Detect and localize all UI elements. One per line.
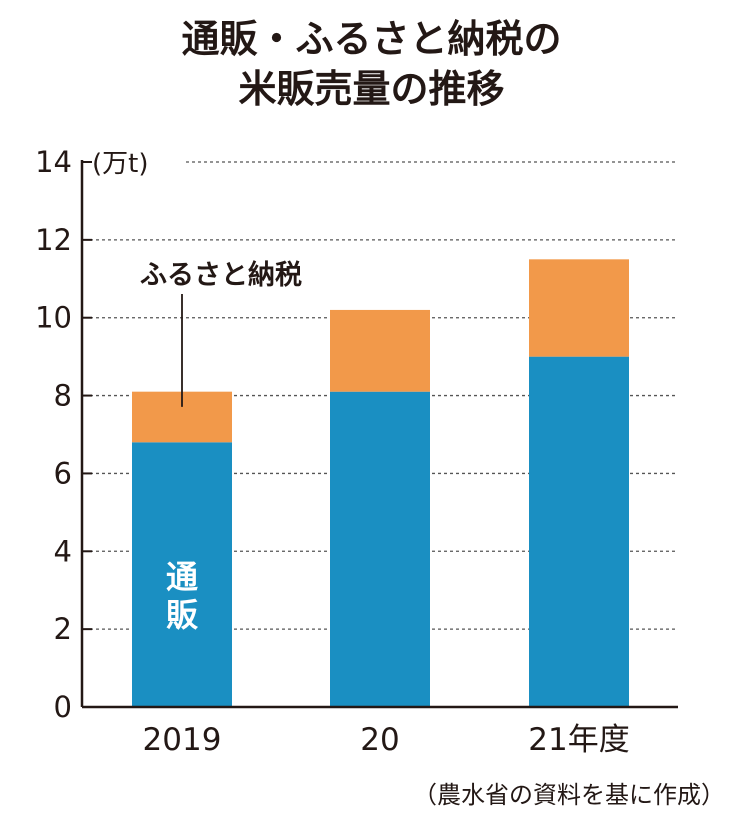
y-tick-label: 6 — [54, 456, 72, 490]
y-tick-label: 8 — [54, 379, 72, 413]
source-note: （農水省の資料を基に作成） — [413, 781, 725, 809]
y-tick-label: 14 — [35, 145, 72, 179]
furusato-annotation: ふるさと納税 — [140, 259, 302, 291]
y-tick-label: 10 — [35, 301, 72, 335]
tsuhan-inbar-label-char: 通 — [166, 558, 198, 596]
y-tick-label: 4 — [54, 534, 72, 568]
chart-title: 通販・ふるさと納税の 米販売量の推移 — [0, 14, 743, 114]
y-tick-label: 0 — [54, 690, 72, 724]
bar-tsuhan-2 — [529, 356, 629, 707]
bar-tsuhan-1 — [330, 391, 430, 707]
bar-tsuhan-0 — [132, 442, 232, 707]
x-category-label: 20 — [360, 722, 399, 758]
bar-furusato-1 — [330, 309, 430, 392]
tsuhan-inbar-label-char: 販 — [166, 596, 199, 634]
bar-furusato-2 — [529, 259, 629, 357]
x-category-label: 21年度 — [528, 722, 629, 758]
y-tick-label: 12 — [35, 223, 72, 257]
y-unit-label: (万t) — [92, 149, 148, 179]
y-tick-label: 2 — [54, 612, 72, 646]
x-category-label: 2019 — [143, 722, 222, 758]
title-line-2: 米販売量の推移 — [238, 67, 505, 111]
title-line-1: 通販・ふるさと納税の — [181, 17, 562, 61]
